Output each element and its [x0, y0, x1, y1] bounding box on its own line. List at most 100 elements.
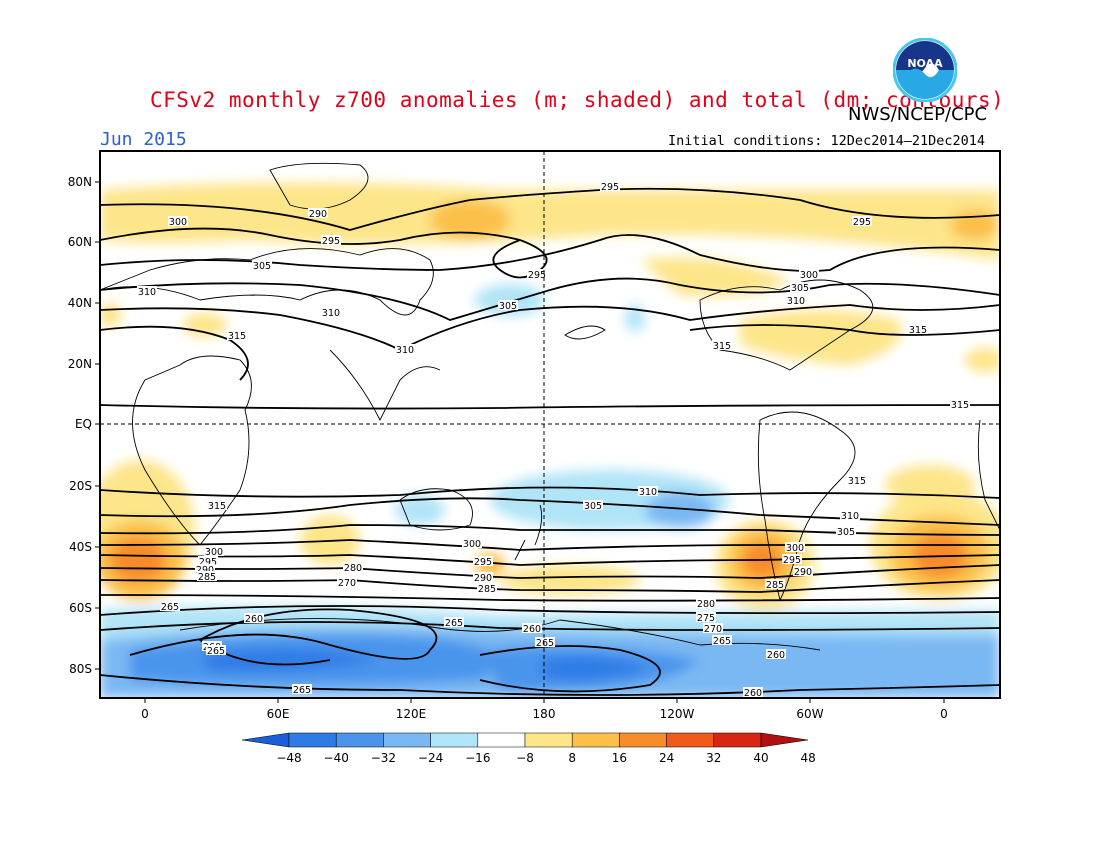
contour-label-bg: [395, 344, 415, 354]
contour-label: 260: [245, 614, 263, 625]
lon-tick-label: 60W: [796, 707, 823, 721]
colorbar-label: −40: [324, 751, 349, 765]
contour-label: 315: [848, 476, 866, 487]
contour-label-bg: [444, 617, 464, 627]
lat-tick-label: 80S: [69, 662, 92, 676]
colorbar-label: 48: [801, 751, 816, 765]
lat-tick-label: 60S: [69, 601, 92, 615]
contour-label-bg: [206, 645, 226, 655]
colorbar-swatch: [477, 732, 526, 748]
contour-label-bg: [337, 577, 357, 587]
colorbar-swatch: [383, 732, 431, 748]
contour-label-bg: [852, 216, 872, 226]
lat-tick-label: 80N: [68, 175, 92, 189]
contour-label-bg: [638, 486, 658, 496]
contour-label: 285: [478, 584, 496, 595]
contour-label: 300: [786, 543, 804, 554]
contour-label-bg: [195, 564, 215, 574]
contour-label: 315: [713, 341, 731, 352]
contour-label: 260: [767, 650, 785, 661]
contour-label: 300: [169, 217, 187, 228]
contour-label: 315: [951, 400, 969, 411]
contour-label-bg: [137, 286, 157, 296]
contour-label: 295: [199, 557, 217, 568]
contour-label: 300: [205, 547, 223, 558]
colorbar: −48 −40 −32 −24 −16 −8 8 16 24 32 40 48: [241, 732, 816, 765]
colorbar-swatch: [713, 732, 762, 748]
lat-tick-label: 40S: [69, 540, 92, 554]
contour-label: 295: [601, 182, 619, 193]
contour-label-bg: [522, 623, 542, 633]
contour-label: 290: [474, 573, 492, 584]
colorbar-triangle-right: [760, 732, 809, 748]
colorbar-label: 40: [753, 751, 768, 765]
contour-labels: 2952903002953052952953003053103103103053…: [137, 181, 970, 699]
contour-label-bg: [473, 556, 493, 566]
contour-label: 265: [445, 618, 463, 629]
contour-label-bg: [785, 542, 805, 552]
colorbar-swatch: [288, 732, 337, 748]
contour-label: 280: [697, 599, 715, 610]
contour-label: 305: [253, 261, 271, 272]
contour-label: 310: [396, 345, 414, 356]
colorbar-label: −48: [276, 751, 301, 765]
lon-tick-label: 60E: [267, 707, 290, 721]
contour-label-bg: [950, 399, 970, 409]
contour-label-bg: [498, 300, 518, 310]
contour-label-bg: [743, 687, 763, 697]
colorbar-swatch: [666, 732, 715, 748]
contour-label: 270: [704, 624, 722, 635]
contour-label-bg: [535, 637, 555, 647]
contour-label-bg: [793, 566, 813, 576]
contour-label-bg: [696, 598, 716, 608]
contour-label: 300: [800, 270, 818, 281]
contour-label: 310: [841, 511, 859, 522]
colorbar-label: −24: [418, 751, 443, 765]
colorbar-label: −16: [465, 751, 490, 765]
contour-label-bg: [198, 556, 218, 566]
contour-label: 295: [783, 555, 801, 566]
contour-label-bg: [583, 500, 603, 510]
logo-text: NOAA: [907, 57, 943, 70]
colorbar-label: 32: [706, 751, 721, 765]
contour-label: 265: [293, 685, 311, 696]
contour-label-bg: [696, 612, 716, 622]
colorbar-label: −32: [371, 751, 396, 765]
contour-label-bg: [244, 613, 264, 623]
contour-label-bg: [790, 282, 810, 292]
lon-tick-label: 0: [940, 707, 948, 721]
contour-label-bg: [321, 307, 341, 317]
contour-label-bg: [160, 601, 180, 611]
contour-label: 265: [536, 638, 554, 649]
contour-label: 265: [161, 602, 179, 613]
lat-tick-label: EQ: [75, 417, 92, 431]
contour-label: 310: [322, 308, 340, 319]
contour-label: 310: [639, 487, 657, 498]
colorbar-swatch: [571, 732, 620, 748]
contour-label: 305: [499, 301, 517, 312]
contour-label: 295: [853, 217, 871, 228]
contour-label-bg: [204, 546, 224, 556]
initial-conditions: Initial conditions: 12Dec2014–21Dec2014: [668, 133, 985, 149]
colorbar-label: 24: [659, 751, 674, 765]
contour-label-bg: [343, 562, 363, 572]
contour-label-bg: [786, 295, 806, 305]
colorbar-swatch: [524, 732, 573, 748]
chart-title: CFSv2 monthly z700 anomalies (m; shaded)…: [150, 88, 1005, 112]
lat-tick-label: 40N: [68, 296, 92, 310]
lon-tick-label: 120E: [396, 707, 427, 721]
longitude-axis: 0 60E 120E 180 120W 60W 0: [141, 698, 948, 721]
latitude-axis: 80N 60N 40N 20N EQ 20S 40S 60S 80S: [68, 175, 100, 676]
contour-label-bg: [321, 235, 341, 245]
contour-label: 290: [196, 565, 214, 576]
contour-label: 285: [198, 572, 216, 583]
contour-label: 310: [138, 287, 156, 298]
lon-tick-label: 0: [141, 707, 149, 721]
contour-label: 265: [713, 636, 731, 647]
contour-label-bg: [782, 554, 802, 564]
contour-label-bg: [473, 572, 493, 582]
contour-label: 315: [208, 501, 226, 512]
height-contours: [100, 187, 1000, 696]
contour-label: 305: [584, 501, 602, 512]
